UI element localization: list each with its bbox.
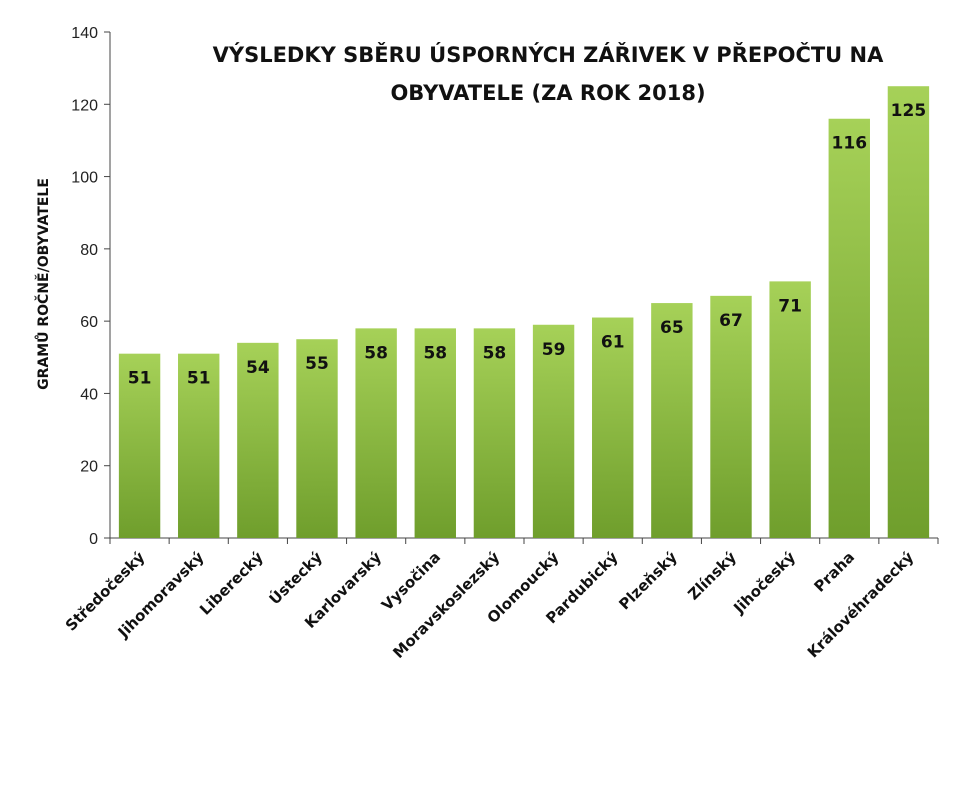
bar-1 <box>178 353 220 538</box>
data-label-13: 125 <box>891 101 927 121</box>
data-label-3: 55 <box>305 354 329 374</box>
data-label-12: 116 <box>832 134 868 154</box>
y-axis-title: GRAMŮ ROČNĚ/OBYVATELE <box>34 178 52 390</box>
bar-12 <box>828 118 870 538</box>
y-tick-label-6: 120 <box>71 97 98 114</box>
x-ticks: StředočeskýJihomoravskýLibereckýÚsteckýK… <box>62 538 939 662</box>
x-tick-label-13: Královéhradecký <box>804 548 918 662</box>
bar-6 <box>473 328 516 538</box>
data-label-8: 61 <box>601 333 625 353</box>
y-tick-label-5: 100 <box>71 170 98 187</box>
data-label-1: 51 <box>187 369 211 389</box>
x-tick-label-9: Plzeňský <box>615 548 680 613</box>
x-tick-label-2: Liberecký <box>196 548 267 619</box>
bar-8 <box>592 317 634 538</box>
bar-13 <box>887 86 930 538</box>
bars: 51 51 54 55 58 58 58 59 61 65 67 71 116 125 <box>118 86 930 538</box>
x-tick-label-10: Zlínský <box>684 548 740 604</box>
y-tick-label-0: 0 <box>89 531 98 548</box>
data-label-9: 65 <box>660 318 684 338</box>
data-label-5: 58 <box>423 343 447 363</box>
y-tick-label-1: 20 <box>80 459 98 476</box>
bar-7 <box>532 324 575 538</box>
bar-11 <box>769 281 811 538</box>
x-tick-label-12: Praha <box>811 548 859 596</box>
bar-4 <box>355 328 397 538</box>
y-tick-label-2: 40 <box>80 386 98 403</box>
data-label-11: 71 <box>778 296 802 316</box>
x-tick-label-11: Jihočeský <box>729 548 799 618</box>
bar-0 <box>118 353 161 538</box>
data-label-7: 59 <box>542 340 566 360</box>
data-label-2: 54 <box>246 358 270 378</box>
bar-3 <box>296 339 338 538</box>
y-tick-label-4: 80 <box>80 242 98 259</box>
chart-title-line-2: OBYVATELE (ZA ROK 2018) <box>390 81 705 105</box>
bar-2 <box>237 342 279 538</box>
y-tick-label-3: 60 <box>80 314 98 331</box>
bar-5 <box>414 328 456 538</box>
data-label-10: 67 <box>719 311 743 331</box>
data-label-0: 51 <box>128 369 152 389</box>
data-label-4: 58 <box>364 343 388 363</box>
chart-title-line-1: VÝSLEDKY SBĚRU ÚSPORNÝCH ZÁŘIVEK V PŘEPO… <box>213 42 884 67</box>
x-tick-label-6: Moravskoslezský <box>389 548 503 662</box>
x-tick-label-3: Ústecký <box>265 547 326 608</box>
y-ticks: 0 20 40 60 80 100 120 140 <box>71 25 110 548</box>
bar-9 <box>651 303 693 538</box>
data-label-6: 58 <box>483 343 507 363</box>
bar-10 <box>710 295 752 538</box>
y-tick-label-7: 140 <box>71 25 98 42</box>
